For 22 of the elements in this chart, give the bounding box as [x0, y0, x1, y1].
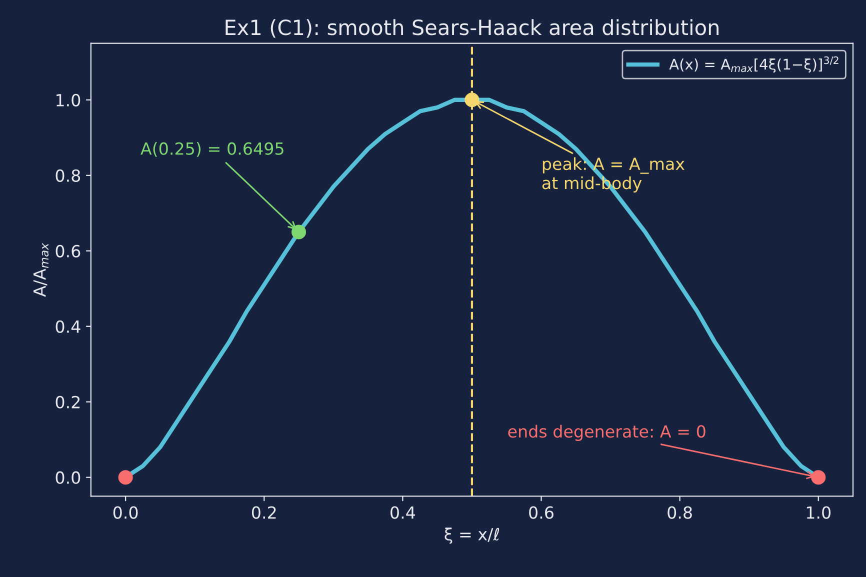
point	[291, 224, 306, 240]
point	[811, 470, 826, 485]
x-tick-label: 0.6	[529, 506, 554, 519]
x-tick-label: 0.0	[113, 506, 138, 519]
x-axis-title: ξ = x/ℓ	[444, 528, 500, 544]
annotation: A(0.25) = 0.6495	[140, 142, 284, 157]
y-tick-label: 0.2	[56, 396, 80, 408]
chart-title: Ex1 (C1): smooth Sears-Haack area distribution	[226, 19, 718, 38]
y-axis-title: A/A$_{max}$	[34, 242, 49, 297]
x-tick-label: 0.8	[668, 506, 692, 519]
y-tick-label: 0.6	[56, 244, 80, 258]
legend-label: A(x) = A$_{max}$[4ξ(1−ξ)]$^{3/2}$	[669, 56, 838, 73]
x-tick-label: 0.2	[252, 506, 276, 519]
y-tick-label: 0.4	[56, 320, 80, 333]
x-tick-label: 1.0	[806, 506, 831, 519]
y-tick-label: 0.8	[56, 169, 80, 182]
y-tick-label: 1.0	[56, 94, 80, 106]
x-tick-label: 0.4	[390, 506, 416, 519]
y-tick-label: 0.0	[56, 471, 80, 484]
point	[118, 470, 133, 485]
point	[464, 92, 480, 108]
annotation: ends degenerate: A = 0	[508, 424, 706, 441]
